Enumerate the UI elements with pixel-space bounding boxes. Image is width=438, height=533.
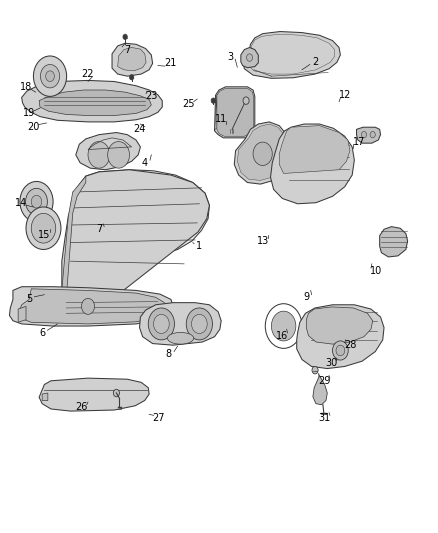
Text: 27: 27 bbox=[152, 413, 165, 423]
Polygon shape bbox=[76, 133, 141, 169]
Circle shape bbox=[130, 75, 134, 80]
Text: 29: 29 bbox=[318, 376, 331, 386]
Text: 11: 11 bbox=[215, 114, 227, 124]
Text: 19: 19 bbox=[23, 108, 35, 118]
Polygon shape bbox=[140, 303, 221, 345]
Circle shape bbox=[123, 34, 127, 39]
Text: 7: 7 bbox=[96, 224, 102, 235]
Circle shape bbox=[186, 308, 212, 340]
Text: 23: 23 bbox=[145, 91, 158, 101]
Circle shape bbox=[33, 56, 67, 96]
Text: 3: 3 bbox=[227, 52, 233, 61]
Polygon shape bbox=[234, 122, 291, 184]
Polygon shape bbox=[62, 169, 209, 312]
Circle shape bbox=[99, 223, 104, 230]
Polygon shape bbox=[297, 305, 384, 368]
Polygon shape bbox=[21, 80, 162, 122]
Circle shape bbox=[25, 188, 47, 215]
Circle shape bbox=[31, 213, 56, 243]
Text: 5: 5 bbox=[26, 294, 32, 304]
Text: 8: 8 bbox=[166, 349, 172, 359]
Text: 24: 24 bbox=[133, 124, 146, 134]
Text: 2: 2 bbox=[312, 57, 318, 67]
Circle shape bbox=[312, 367, 318, 374]
Polygon shape bbox=[62, 176, 86, 290]
Polygon shape bbox=[243, 31, 340, 78]
Text: 7: 7 bbox=[124, 45, 131, 54]
Polygon shape bbox=[279, 126, 350, 173]
Text: 18: 18 bbox=[20, 82, 32, 92]
Circle shape bbox=[191, 314, 207, 334]
Text: 28: 28 bbox=[344, 340, 356, 350]
Circle shape bbox=[243, 97, 249, 104]
Ellipse shape bbox=[167, 333, 194, 344]
Circle shape bbox=[108, 142, 130, 168]
Text: 4: 4 bbox=[142, 158, 148, 168]
Text: 12: 12 bbox=[339, 90, 352, 100]
Circle shape bbox=[40, 64, 60, 88]
Circle shape bbox=[336, 345, 345, 356]
Polygon shape bbox=[39, 90, 151, 116]
Polygon shape bbox=[237, 124, 288, 180]
Circle shape bbox=[361, 132, 367, 138]
Text: 17: 17 bbox=[353, 136, 365, 147]
Text: 1: 1 bbox=[196, 241, 202, 251]
Polygon shape bbox=[215, 87, 255, 138]
Text: 13: 13 bbox=[257, 236, 269, 246]
Circle shape bbox=[88, 142, 110, 168]
Text: 26: 26 bbox=[75, 402, 88, 413]
Polygon shape bbox=[357, 127, 381, 143]
Text: 25: 25 bbox=[182, 99, 194, 109]
Text: 9: 9 bbox=[303, 292, 309, 302]
Text: 16: 16 bbox=[276, 330, 289, 341]
Polygon shape bbox=[313, 375, 327, 405]
Polygon shape bbox=[70, 169, 209, 258]
Polygon shape bbox=[18, 306, 26, 322]
Text: 21: 21 bbox=[164, 59, 176, 68]
Polygon shape bbox=[217, 88, 254, 136]
Polygon shape bbox=[306, 307, 373, 344]
Polygon shape bbox=[39, 378, 149, 411]
Polygon shape bbox=[241, 47, 258, 68]
Polygon shape bbox=[149, 310, 157, 322]
Text: 30: 30 bbox=[325, 358, 338, 368]
Text: 20: 20 bbox=[27, 122, 39, 132]
Polygon shape bbox=[42, 393, 48, 400]
Polygon shape bbox=[19, 289, 164, 324]
Circle shape bbox=[20, 181, 53, 222]
Circle shape bbox=[253, 142, 272, 165]
Text: 14: 14 bbox=[15, 198, 27, 208]
Circle shape bbox=[113, 389, 120, 397]
Circle shape bbox=[211, 98, 215, 103]
Text: 31: 31 bbox=[318, 413, 331, 423]
Polygon shape bbox=[112, 43, 152, 76]
Circle shape bbox=[46, 71, 54, 82]
Circle shape bbox=[272, 311, 296, 341]
Polygon shape bbox=[271, 124, 354, 204]
Text: 15: 15 bbox=[38, 230, 50, 240]
Circle shape bbox=[153, 314, 169, 334]
Circle shape bbox=[332, 341, 348, 360]
Text: 22: 22 bbox=[81, 69, 93, 79]
Text: 10: 10 bbox=[370, 266, 382, 276]
Polygon shape bbox=[380, 227, 408, 257]
Circle shape bbox=[247, 54, 253, 61]
Polygon shape bbox=[118, 47, 146, 71]
Polygon shape bbox=[10, 287, 173, 326]
Circle shape bbox=[81, 298, 95, 314]
Polygon shape bbox=[215, 95, 217, 131]
Circle shape bbox=[370, 132, 375, 138]
Circle shape bbox=[31, 195, 42, 208]
Text: 6: 6 bbox=[39, 328, 45, 338]
Polygon shape bbox=[30, 289, 95, 298]
Circle shape bbox=[26, 207, 61, 249]
Circle shape bbox=[148, 308, 174, 340]
